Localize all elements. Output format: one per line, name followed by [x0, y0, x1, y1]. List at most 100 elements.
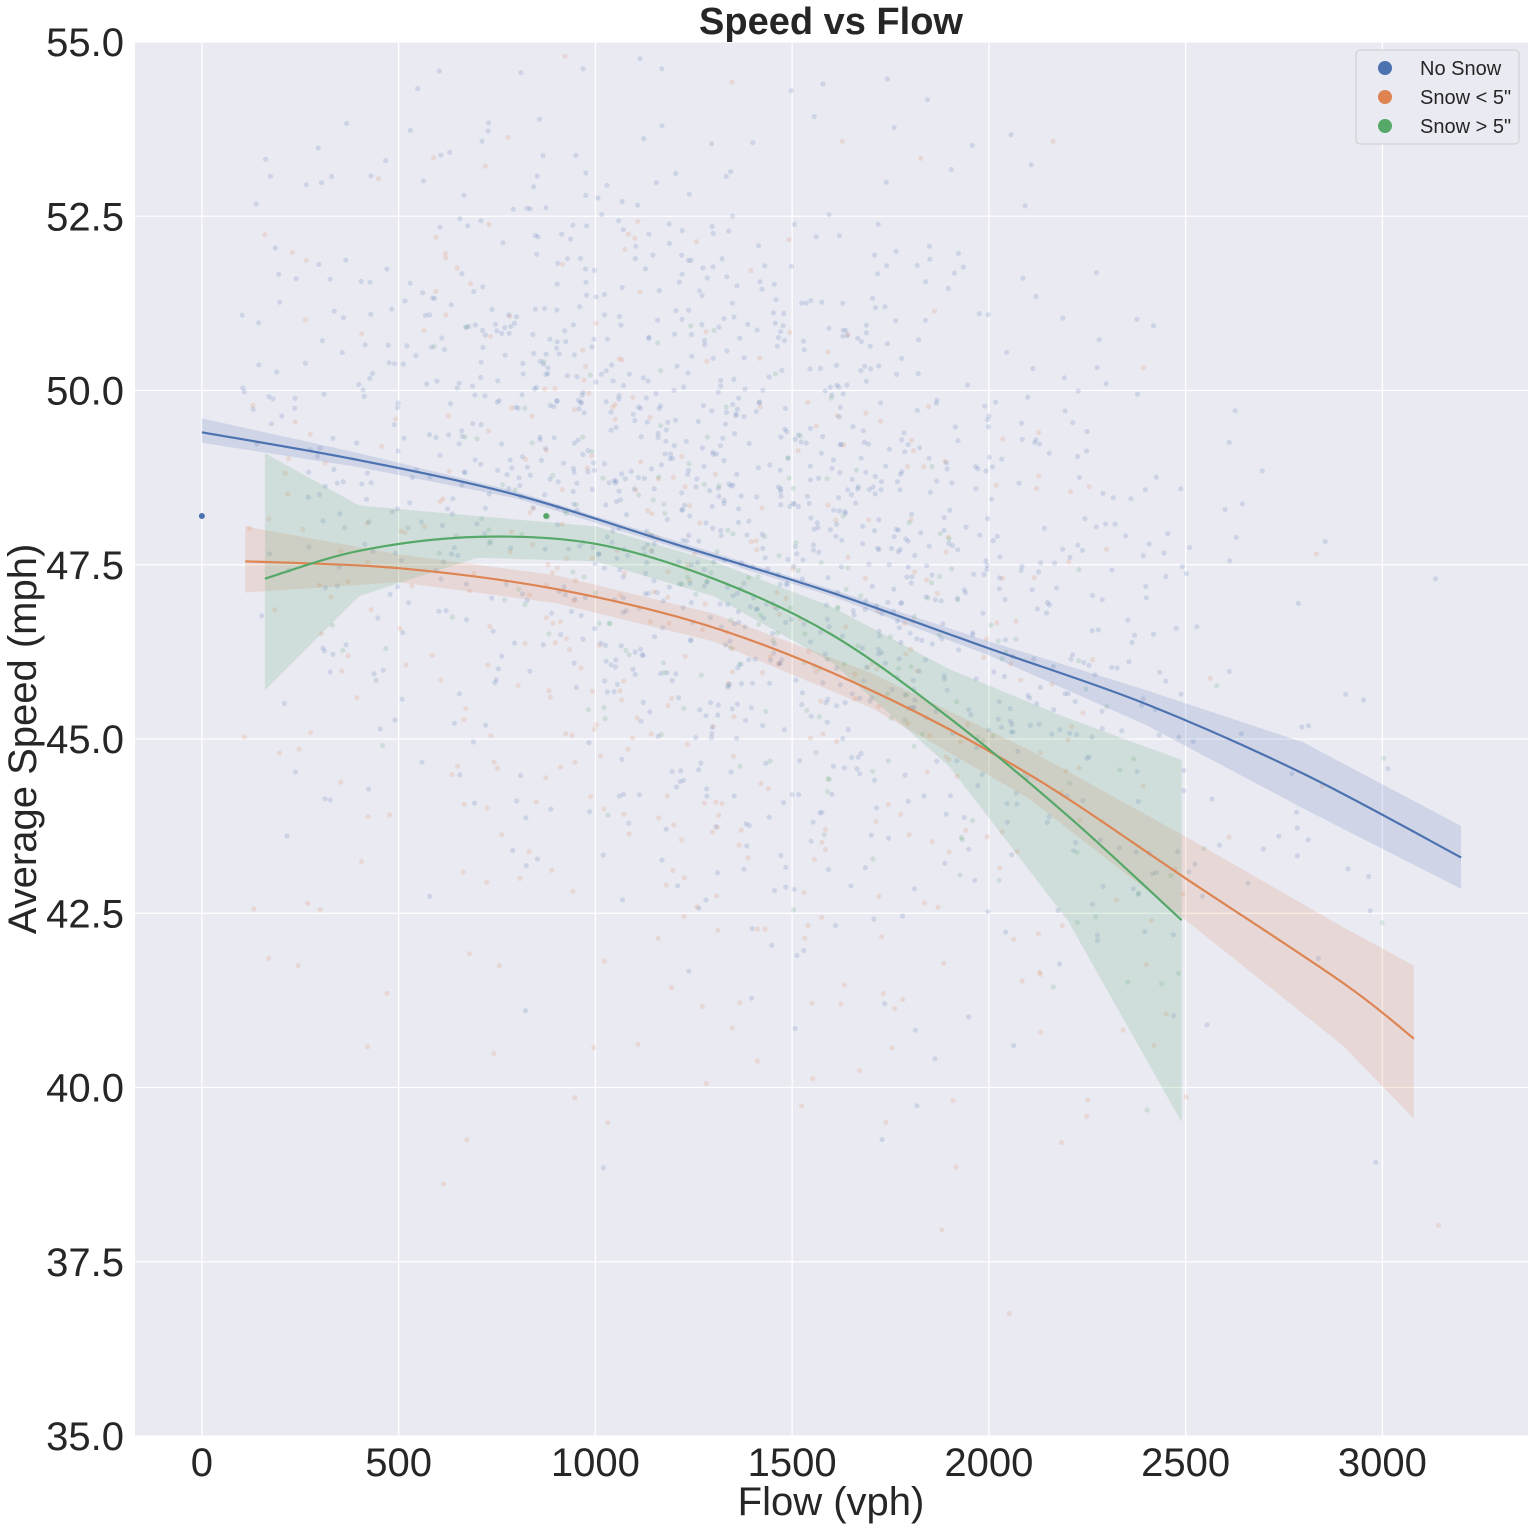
scatter-point — [772, 320, 778, 326]
scatter-point — [736, 619, 742, 625]
scatter-point — [1020, 275, 1026, 281]
scatter-point — [495, 467, 501, 473]
scatter-point — [530, 505, 536, 511]
scatter-point — [671, 387, 677, 393]
scatter-point — [778, 486, 784, 492]
scatter-point — [810, 819, 816, 825]
scatter-point — [665, 569, 671, 575]
scatter-point — [622, 246, 628, 252]
scatter-point — [523, 815, 529, 821]
scatter-point — [636, 404, 642, 410]
scatter-point — [862, 864, 868, 871]
scatter-point — [456, 691, 462, 697]
scatter-point — [387, 591, 393, 598]
scatter-point — [649, 511, 655, 517]
scatter-point — [359, 481, 365, 487]
scatter-point — [725, 601, 731, 608]
scatter-point — [909, 574, 915, 580]
scatter-point — [656, 288, 662, 294]
scatter-point — [630, 394, 636, 400]
scatter-point — [939, 636, 945, 642]
scatter-point — [933, 708, 939, 715]
scatter-point — [884, 263, 890, 269]
scatter-point — [484, 805, 490, 811]
scatter-point — [455, 763, 461, 769]
scatter-point — [508, 529, 514, 535]
scatter-point — [836, 495, 842, 501]
scatter-point — [842, 510, 849, 516]
scatter-point — [703, 520, 709, 526]
scatter-point — [434, 378, 440, 384]
scatter-point — [635, 475, 642, 481]
scatter-point — [819, 809, 825, 815]
scatter-point — [645, 508, 651, 514]
scatter-point — [863, 330, 869, 336]
scatter-point — [613, 498, 620, 505]
scatter-point — [1143, 595, 1150, 601]
scatter-point — [907, 630, 913, 636]
scatter-point — [1031, 575, 1037, 581]
scatter-point — [961, 814, 967, 821]
scatter-point — [403, 662, 409, 668]
scatter-point — [1002, 596, 1008, 603]
scatter-point — [836, 384, 842, 390]
scatter-point — [1025, 394, 1031, 400]
scatter-point — [433, 288, 439, 294]
scatter-point — [914, 262, 920, 268]
scatter-point — [466, 951, 473, 957]
scatter-point — [1055, 907, 1061, 914]
fit-line — [245, 560, 1415, 1040]
scatter-point — [1216, 842, 1223, 848]
scatter-point — [1089, 901, 1096, 907]
scatter-point — [462, 470, 468, 476]
scatter-point — [957, 872, 963, 878]
scatter-point — [1260, 846, 1266, 852]
scatter-point — [563, 731, 569, 737]
scatter-point — [512, 487, 518, 493]
scatter-point — [274, 369, 280, 375]
scatter-point — [731, 621, 737, 627]
scatter-point — [730, 646, 736, 652]
scatter-point — [1038, 560, 1044, 566]
scatter-point — [711, 559, 717, 565]
scatter-point — [983, 468, 989, 474]
scatter-point — [743, 717, 749, 723]
scatter-point — [317, 907, 323, 913]
scatter-point — [899, 600, 905, 606]
scatter-point — [960, 264, 967, 270]
scatter-point — [918, 155, 924, 161]
x-tick-labels: 0 500 1000 1500 2000 2500 3000 — [191, 1441, 1427, 1485]
scatter-point — [699, 627, 706, 633]
scatter-point — [721, 316, 727, 322]
scatter-point — [838, 441, 844, 448]
scatter-point — [808, 515, 814, 521]
scatter-point — [784, 429, 790, 435]
scatter-point — [630, 735, 636, 741]
scatter-point — [730, 753, 737, 759]
scatter-point — [685, 257, 692, 263]
scatter-point — [924, 97, 931, 103]
scatter-point — [778, 329, 784, 335]
scatter-point — [529, 440, 535, 446]
scatter-point — [509, 465, 515, 471]
scatter-point — [368, 311, 374, 317]
scatter-point — [1181, 788, 1187, 794]
scatter-point — [655, 935, 661, 941]
scatter-point — [421, 328, 427, 334]
scatter-point — [457, 772, 463, 778]
fit-lines — [201, 431, 1462, 1040]
scatter-point — [711, 327, 717, 333]
scatter-point — [685, 370, 691, 376]
scatter-point — [885, 691, 891, 697]
scatter-point — [383, 158, 389, 164]
scatter-point — [848, 492, 855, 498]
scatter-point — [790, 566, 796, 572]
scatter-point — [1207, 675, 1213, 681]
scatter-point — [591, 336, 597, 342]
scatter-point — [905, 442, 911, 448]
scatter-point — [730, 401, 736, 408]
scatter-point — [337, 511, 343, 517]
scatter-point — [679, 316, 685, 322]
scatter-point — [494, 765, 500, 772]
scatter-point — [946, 757, 952, 763]
